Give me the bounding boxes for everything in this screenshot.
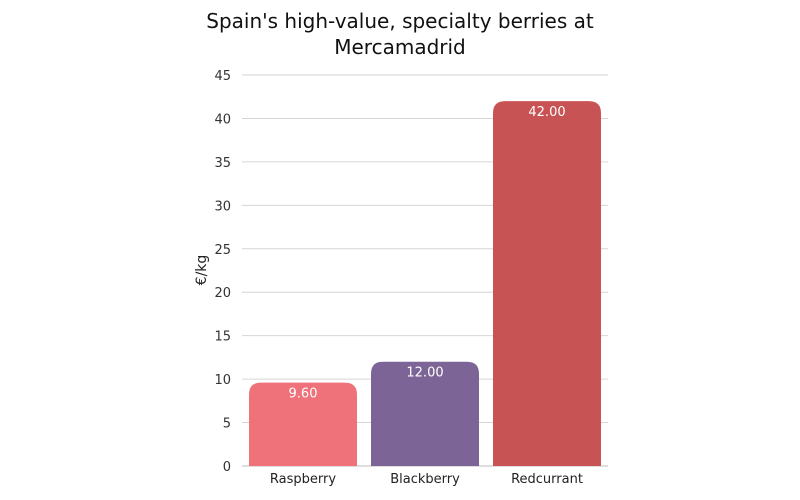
category-label: Blackberry (390, 472, 460, 487)
y-tick-label: 5 (223, 417, 231, 432)
bar-redcurrant (493, 101, 601, 467)
category-labels: Raspberry Blackberry Redcurrant (270, 472, 583, 487)
data-label: 12.00 (406, 366, 443, 381)
data-labels: 9.60 12.00 42.00 (289, 105, 566, 402)
bar-raspberry (249, 382, 357, 466)
y-tick-label: 40 (214, 112, 231, 127)
category-label: Raspberry (270, 472, 336, 487)
data-label: 42.00 (528, 105, 565, 120)
y-tick-label: 20 (214, 286, 231, 301)
y-tick-label: 35 (214, 156, 231, 171)
y-tick-labels: 0 5 10 15 20 25 30 35 40 45 (214, 69, 231, 475)
y-tick-label: 10 (214, 373, 231, 388)
y-tick-label: 30 (214, 199, 231, 214)
y-tick-label: 0 (223, 460, 231, 475)
chart-title: Spain's high-value, specialty berries at… (206, 9, 594, 59)
y-tick-label: 45 (214, 69, 231, 84)
y-tick-label: 25 (214, 243, 231, 258)
category-label: Redcurrant (511, 472, 583, 487)
y-axis-label: €/kg (194, 255, 210, 286)
bars (249, 101, 601, 467)
y-tick-label: 15 (214, 330, 231, 345)
bar-blackberry (371, 361, 479, 466)
data-label: 9.60 (289, 387, 318, 402)
